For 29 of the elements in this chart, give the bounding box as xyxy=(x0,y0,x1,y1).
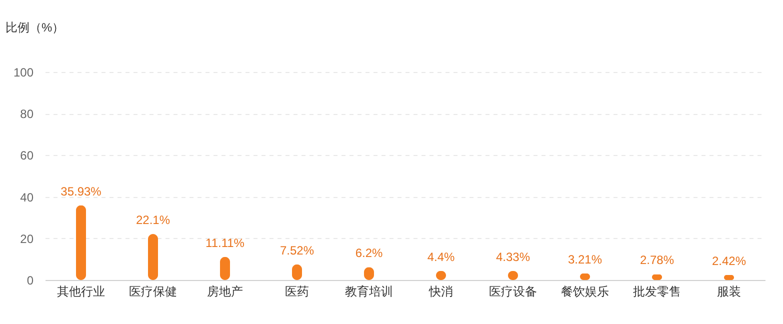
data-label: 2.78% xyxy=(640,253,674,268)
y-tick-label: 40 xyxy=(20,190,34,204)
data-label: 3.21% xyxy=(568,252,602,266)
bar xyxy=(148,234,158,280)
x-tick-label: 医疗保健 xyxy=(129,284,177,298)
y-tick-label: 80 xyxy=(20,107,34,122)
x-tick-label: 批发零售 xyxy=(633,284,681,298)
y-tick-label: 20 xyxy=(20,232,34,246)
x-tick-label: 快消 xyxy=(428,284,453,298)
y-tick-label: 60 xyxy=(20,148,34,163)
data-label: 35.93% xyxy=(60,184,102,198)
data-label: 4.4% xyxy=(427,250,455,264)
x-tick-label: 教育培训 xyxy=(345,284,393,298)
data-label: 7.52% xyxy=(280,243,314,258)
x-tick-label: 房地产 xyxy=(207,284,243,298)
x-tick-label: 医药 xyxy=(285,284,309,298)
x-tick-label: 服装 xyxy=(717,284,741,298)
data-label: 2.42% xyxy=(712,254,746,268)
bar xyxy=(76,205,86,280)
y-tick-label: 100 xyxy=(13,66,34,80)
data-label: 22.1% xyxy=(136,213,170,228)
y-tick-label: 0 xyxy=(26,274,34,288)
data-label: 11.11% xyxy=(206,236,245,250)
data-label: 6.2% xyxy=(355,246,383,260)
y-axis-title: 比例（%） xyxy=(6,20,64,34)
x-tick-label: 餐饮娱乐 xyxy=(561,284,609,298)
data-label: 4.33% xyxy=(496,250,530,264)
x-tick-label: 医疗设备 xyxy=(489,284,537,298)
x-tick-label: 其他行业 xyxy=(57,284,105,298)
